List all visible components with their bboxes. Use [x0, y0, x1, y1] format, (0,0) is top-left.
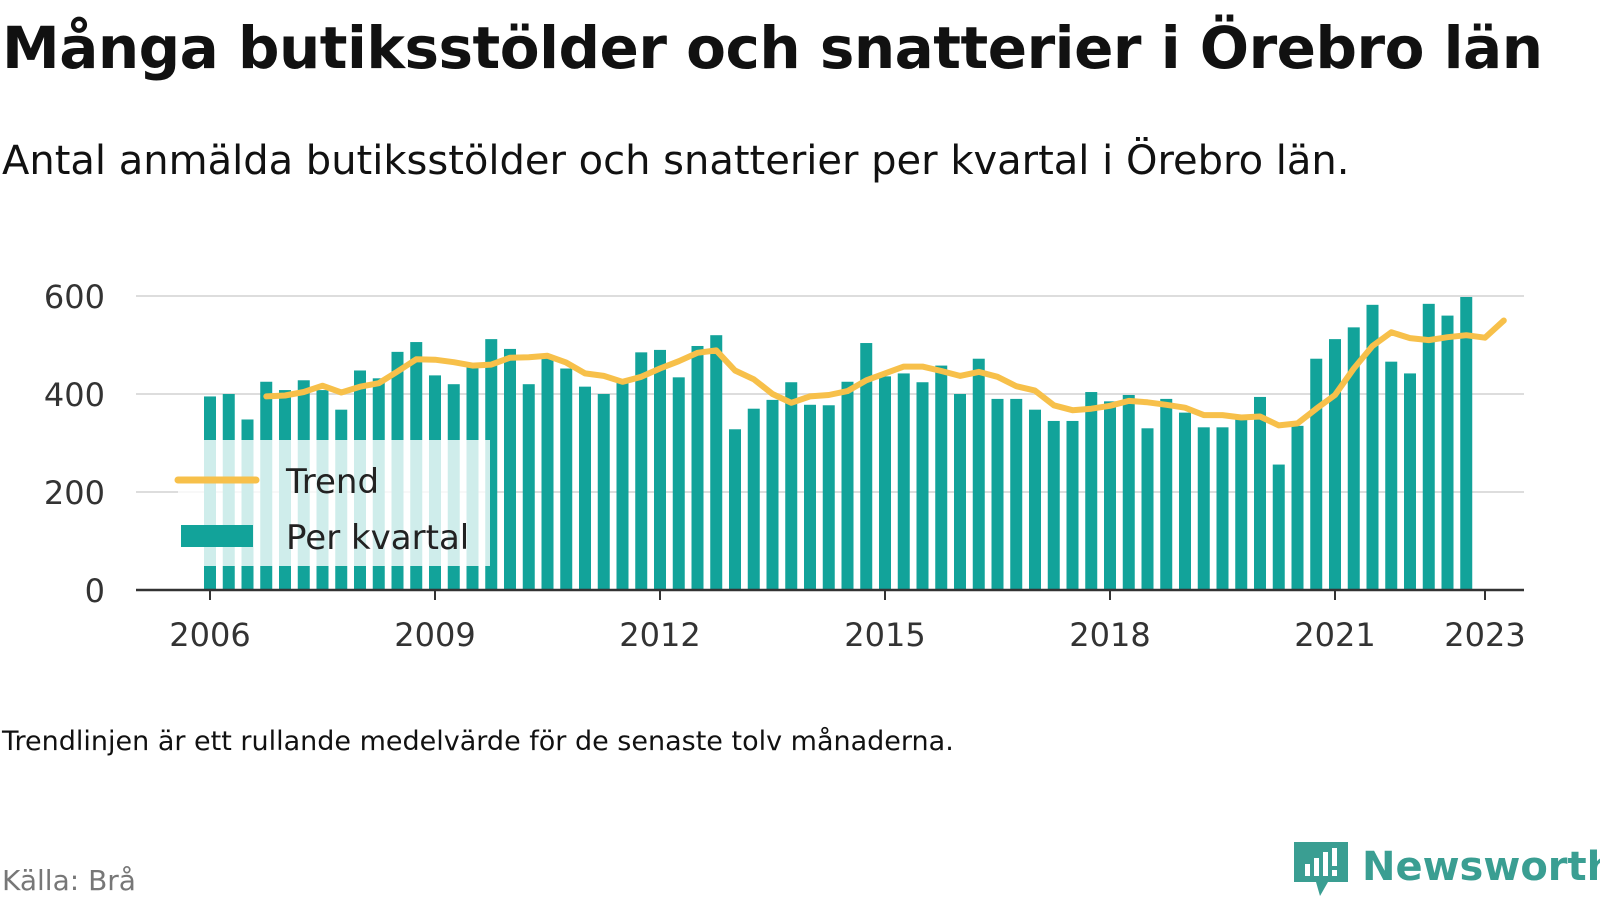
bar: [916, 382, 929, 590]
bar: [1029, 409, 1041, 590]
bar: [1085, 392, 1098, 590]
source-label: Källa: Brå: [2, 864, 136, 897]
x-tick-label: 2023: [1444, 616, 1525, 654]
bar: [1216, 427, 1229, 590]
bar: [1347, 327, 1360, 590]
bar: [879, 376, 891, 590]
legend-label-trend: Trend: [285, 462, 379, 502]
bar: [597, 394, 610, 590]
y-tick-label: 600: [44, 278, 105, 316]
bar: [1197, 427, 1210, 590]
bar: [522, 384, 535, 590]
bar: [785, 382, 798, 590]
newsworthy-logo-icon: [1294, 842, 1348, 896]
bar: [579, 386, 591, 590]
chart-note: Trendlinjen är ett rullande medelvärde f…: [2, 726, 954, 757]
bar: [560, 368, 573, 590]
bar: [635, 352, 648, 590]
y-tick-label: 200: [44, 474, 105, 512]
bar: [1404, 373, 1416, 590]
bar: [1047, 420, 1060, 590]
x-tick-label: 2021: [1294, 616, 1375, 654]
bar: [822, 405, 835, 590]
bar: [710, 335, 723, 590]
bar: [747, 408, 760, 590]
bar: [991, 398, 1004, 590]
bar: [541, 356, 554, 590]
bar: [972, 358, 985, 590]
bar: [1235, 416, 1248, 590]
bar: [1291, 425, 1304, 590]
bar: [1010, 398, 1023, 590]
bar: [897, 373, 910, 590]
x-axis-ticks: 2006 2009 2012 2015 2018 2021 2023: [169, 590, 1526, 654]
bar: [1179, 412, 1191, 590]
bar: [1385, 361, 1398, 590]
bar: [1329, 339, 1341, 590]
bar: [1141, 428, 1154, 590]
bar: [1066, 420, 1079, 590]
x-tick-label: 2018: [1069, 616, 1150, 654]
x-tick-label: 2009: [394, 616, 475, 654]
bar: [1122, 394, 1135, 590]
bar: [1254, 396, 1266, 590]
bar: [1422, 303, 1435, 590]
bar: [841, 381, 854, 590]
y-tick-label: 0: [85, 572, 105, 610]
bar: [729, 429, 741, 590]
brand-name: Newsworthy: [1362, 844, 1600, 890]
bar: [1460, 296, 1473, 590]
bar: [1441, 315, 1454, 590]
x-tick-label: 2006: [169, 616, 250, 654]
y-axis-ticks: 0 200 400 600: [44, 278, 105, 610]
x-tick-label: 2012: [619, 616, 700, 654]
bar: [954, 394, 966, 590]
bar: [1366, 304, 1379, 590]
chart-subtitle: Antal anmälda butiksstölder och snatteri…: [2, 138, 1350, 184]
bar: [672, 377, 685, 590]
bar: [691, 345, 704, 590]
bar: [1104, 401, 1116, 590]
bar: [935, 365, 948, 590]
legend-label-per-kvartal: Per kvartal: [286, 518, 469, 558]
y-tick-label: 400: [44, 376, 105, 414]
bar: [1160, 398, 1173, 590]
bar: [1310, 358, 1323, 590]
legend: Trend Per kvartal: [174, 440, 490, 566]
legend-swatch-per-kvartal: [181, 525, 253, 547]
bar: [504, 348, 516, 590]
bar: [1272, 464, 1285, 590]
bar: [860, 343, 873, 590]
x-tick-label: 2015: [844, 616, 925, 654]
bar: [616, 379, 629, 590]
chart-title: Många butiksstölder och snatterier i Öre…: [2, 14, 1543, 82]
trend-series: [263, 317, 1507, 429]
trend-line: [263, 317, 1507, 429]
bar: [766, 399, 779, 590]
bar: [804, 404, 816, 590]
bar: [654, 349, 666, 590]
